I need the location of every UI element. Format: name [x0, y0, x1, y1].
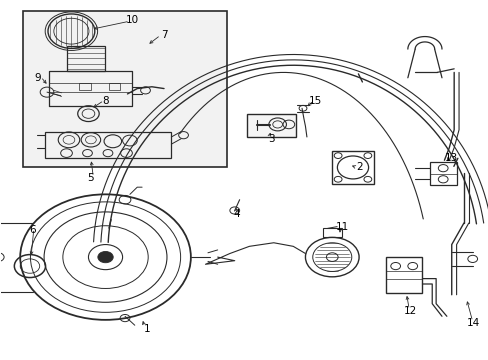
- Text: 13: 13: [444, 153, 457, 163]
- Text: 14: 14: [466, 319, 479, 328]
- Bar: [322, 228, 341, 237]
- Bar: [22, 12, 227, 167]
- Text: 12: 12: [403, 306, 416, 316]
- Text: 15: 15: [308, 96, 321, 106]
- Bar: [331, 151, 373, 184]
- Bar: [109, 83, 120, 90]
- Text: 9: 9: [34, 73, 41, 83]
- Bar: [79, 83, 91, 90]
- Text: 2: 2: [355, 162, 362, 172]
- Text: 6: 6: [29, 225, 36, 235]
- Bar: [385, 257, 422, 293]
- Bar: [44, 132, 171, 158]
- Text: 11: 11: [335, 222, 348, 231]
- Bar: [429, 162, 456, 185]
- Text: 5: 5: [87, 173, 94, 183]
- Text: 8: 8: [102, 96, 109, 106]
- Circle shape: [98, 251, 113, 263]
- Bar: [67, 46, 104, 71]
- Text: 10: 10: [125, 15, 139, 26]
- Text: 4: 4: [233, 209, 240, 219]
- Text: 1: 1: [143, 324, 150, 334]
- Text: 3: 3: [267, 134, 274, 144]
- Bar: [246, 114, 295, 137]
- Text: 7: 7: [161, 30, 167, 40]
